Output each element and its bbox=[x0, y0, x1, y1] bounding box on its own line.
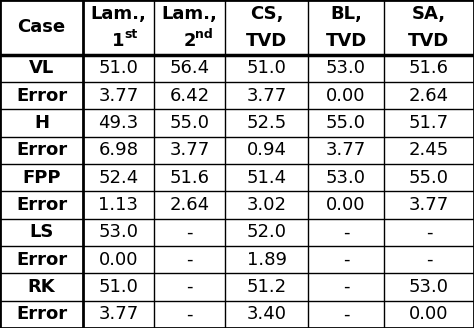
Text: 3.77: 3.77 bbox=[246, 87, 287, 105]
Text: 51.6: 51.6 bbox=[170, 169, 210, 187]
Text: 55.0: 55.0 bbox=[326, 114, 366, 132]
Text: 3.77: 3.77 bbox=[326, 141, 366, 159]
Text: 1.13: 1.13 bbox=[99, 196, 138, 214]
Text: RK: RK bbox=[27, 278, 55, 296]
Text: 55.0: 55.0 bbox=[170, 114, 210, 132]
Text: Error: Error bbox=[16, 251, 67, 269]
Text: 0.00: 0.00 bbox=[326, 196, 366, 214]
Text: 0.00: 0.00 bbox=[409, 305, 449, 323]
Text: CS,: CS, bbox=[250, 5, 283, 23]
Text: -: - bbox=[343, 223, 349, 241]
Text: FPP: FPP bbox=[22, 169, 61, 187]
Text: Lam.,: Lam., bbox=[91, 5, 146, 23]
Text: -: - bbox=[186, 305, 193, 323]
Text: 51.2: 51.2 bbox=[246, 278, 287, 296]
Text: 51.7: 51.7 bbox=[409, 114, 449, 132]
Text: 52.5: 52.5 bbox=[246, 114, 287, 132]
Text: 2: 2 bbox=[183, 32, 196, 50]
Text: 51.0: 51.0 bbox=[246, 59, 287, 77]
Text: 2.64: 2.64 bbox=[409, 87, 449, 105]
Text: 51.6: 51.6 bbox=[409, 59, 449, 77]
Text: -: - bbox=[343, 305, 349, 323]
Text: -: - bbox=[343, 251, 349, 269]
Text: TVD: TVD bbox=[246, 32, 287, 50]
Text: 3.77: 3.77 bbox=[99, 87, 138, 105]
Text: 53.0: 53.0 bbox=[326, 59, 366, 77]
Text: 53.0: 53.0 bbox=[99, 223, 138, 241]
Text: 0.00: 0.00 bbox=[326, 87, 366, 105]
Text: 6.98: 6.98 bbox=[99, 141, 138, 159]
Text: 52.0: 52.0 bbox=[246, 223, 287, 241]
Text: VL: VL bbox=[29, 59, 54, 77]
Text: -: - bbox=[426, 251, 432, 269]
Text: 51.0: 51.0 bbox=[99, 59, 138, 77]
Text: H: H bbox=[34, 114, 49, 132]
Text: 0.94: 0.94 bbox=[246, 141, 287, 159]
Text: SA,: SA, bbox=[412, 5, 446, 23]
Text: 3.77: 3.77 bbox=[170, 141, 210, 159]
Text: 53.0: 53.0 bbox=[409, 278, 449, 296]
Text: 3.77: 3.77 bbox=[409, 196, 449, 214]
Text: Lam.,: Lam., bbox=[162, 5, 218, 23]
Text: 51.4: 51.4 bbox=[246, 169, 287, 187]
Text: st: st bbox=[124, 29, 137, 41]
Text: 52.4: 52.4 bbox=[99, 169, 138, 187]
Text: 6.42: 6.42 bbox=[170, 87, 210, 105]
Text: Error: Error bbox=[16, 87, 67, 105]
Text: 56.4: 56.4 bbox=[170, 59, 210, 77]
Text: Error: Error bbox=[16, 305, 67, 323]
Text: 2.64: 2.64 bbox=[170, 196, 210, 214]
Text: 3.77: 3.77 bbox=[99, 305, 138, 323]
Text: 3.40: 3.40 bbox=[246, 305, 287, 323]
Text: nd: nd bbox=[195, 29, 213, 41]
Text: 55.0: 55.0 bbox=[409, 169, 449, 187]
Text: Error: Error bbox=[16, 141, 67, 159]
Text: BL,: BL, bbox=[330, 5, 362, 23]
Text: TVD: TVD bbox=[325, 32, 367, 50]
Text: 1: 1 bbox=[112, 32, 125, 50]
Text: -: - bbox=[343, 278, 349, 296]
Text: 49.3: 49.3 bbox=[99, 114, 138, 132]
Text: 53.0: 53.0 bbox=[326, 169, 366, 187]
Text: TVD: TVD bbox=[408, 32, 450, 50]
Text: Error: Error bbox=[16, 196, 67, 214]
Text: -: - bbox=[186, 251, 193, 269]
Text: -: - bbox=[426, 223, 432, 241]
Text: -: - bbox=[186, 278, 193, 296]
Text: 51.0: 51.0 bbox=[99, 278, 138, 296]
Text: Case: Case bbox=[18, 18, 65, 36]
Text: 0.00: 0.00 bbox=[99, 251, 138, 269]
Text: 1.89: 1.89 bbox=[246, 251, 287, 269]
Text: -: - bbox=[186, 223, 193, 241]
Text: 2.45: 2.45 bbox=[409, 141, 449, 159]
Text: 3.02: 3.02 bbox=[246, 196, 287, 214]
Text: LS: LS bbox=[29, 223, 54, 241]
